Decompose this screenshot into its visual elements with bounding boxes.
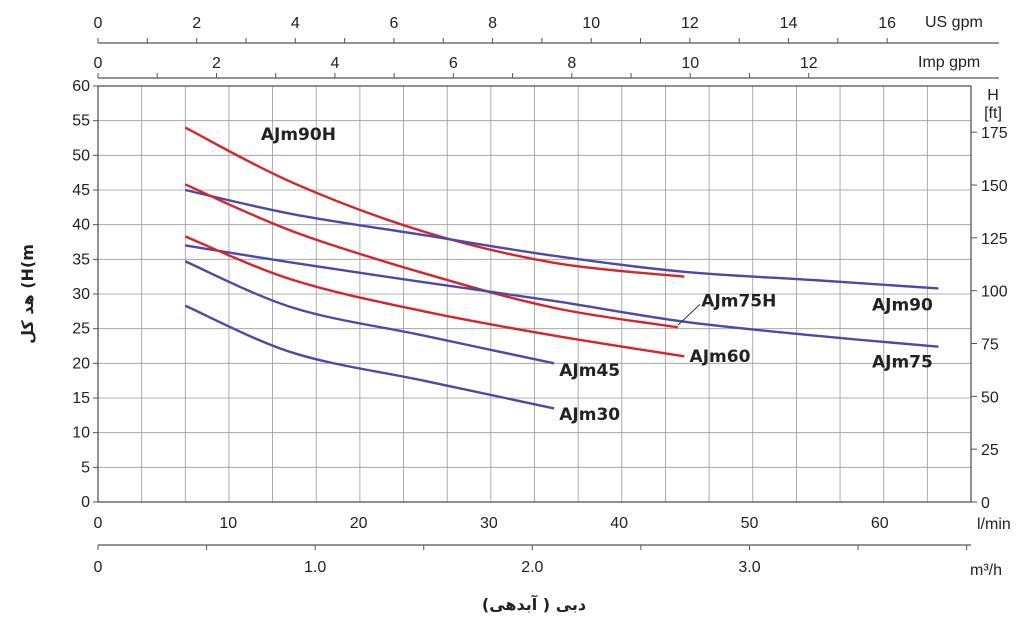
left-tick-label: 50 <box>72 147 90 164</box>
left-tick-label: 30 <box>72 286 90 303</box>
top-tick-label: 2 <box>192 15 201 32</box>
curve-ajm90h <box>184 126 685 278</box>
left-tick-label: 10 <box>72 425 90 442</box>
bottom-tick-label: 50 <box>741 515 759 532</box>
left-tick-label: 45 <box>72 182 90 199</box>
top-tick-label: 8 <box>567 55 576 72</box>
top-axis-imp-gpm: 0 2 4 6 8 10 12 <box>94 55 999 79</box>
top-tick-label: 6 <box>449 55 458 72</box>
right-tick-label: 175 <box>981 125 1008 142</box>
label-ajm75: AJm75 <box>872 352 933 372</box>
m3h-tick-label: 3.0 <box>738 559 760 576</box>
top-tick-label: 4 <box>330 55 339 72</box>
x-axis-label: دبی ( آبدهی) <box>482 594 586 614</box>
left-tick-label: 60 <box>72 78 90 95</box>
m3h-tick-label: 2.0 <box>521 559 543 576</box>
curve-ajm90 <box>185 188 939 290</box>
curve-ajm30 <box>184 304 555 410</box>
y-axis-label: هد کل (H(m <box>18 244 37 344</box>
bottom-tick-label: 0 <box>94 515 103 532</box>
top-tick-label: 12 <box>681 15 699 32</box>
curve-ajm45 <box>184 260 555 365</box>
top-axis-us-gpm: 0 2 4 6 8 10 12 14 16 <box>94 15 999 44</box>
bottom-tick-label: 60 <box>871 515 889 532</box>
right-tick-label: 100 <box>981 284 1008 301</box>
top-tick-label: 10 <box>582 15 600 32</box>
left-tick-label: 55 <box>72 113 90 130</box>
left-tick-label: 35 <box>72 251 90 268</box>
imp-gpm-unit-label: Imp gpm <box>918 54 980 71</box>
label-ajm75h: AJm75H <box>701 291 776 311</box>
top-tick-label: 4 <box>291 15 300 32</box>
bottom-axis-m3h: 0 1.0 2.0 3.0 <box>94 544 971 576</box>
right-tick-label: 150 <box>981 178 1008 195</box>
label-ajm90: AJm90 <box>872 296 933 316</box>
top-tick-label: 12 <box>800 55 818 72</box>
left-tick-label: 25 <box>72 321 90 338</box>
left-tick-label: 15 <box>72 390 90 407</box>
top-tick-label: 14 <box>780 15 798 32</box>
top-tick-label: 2 <box>212 55 221 72</box>
label-ajm30: AJm30 <box>559 405 620 425</box>
right-tick-label: 50 <box>981 389 999 406</box>
left-axis-head-m: 0 5 10 15 20 25 30 35 40 45 50 55 60 <box>72 78 98 511</box>
top-tick-label: 6 <box>389 15 398 32</box>
x-unit-label: l/min <box>977 516 1011 533</box>
bottom-axis-lmin: 0 10 20 30 40 50 60 <box>94 515 889 532</box>
bottom-tick-label: 40 <box>610 515 628 532</box>
top-tick-label: 0 <box>94 55 103 72</box>
bottom-tick-label: 20 <box>350 515 368 532</box>
curve-labels: AJm90H AJm75H AJm90 AJm60 AJm75 AJm45 AJm30 <box>261 125 933 425</box>
leader-line-ajm75h <box>677 304 701 326</box>
m3h-unit-text: m³/h <box>970 562 1002 579</box>
us-gpm-unit-label: US gpm <box>925 14 983 31</box>
label-ajm90h: AJm90H <box>261 125 336 145</box>
left-tick-label: 20 <box>72 355 90 372</box>
right-unit-label-ft: [ft] <box>984 105 1002 122</box>
bottom-tick-label: 10 <box>219 515 237 532</box>
bottom-tick-label: 30 <box>480 515 498 532</box>
label-ajm60: AJm60 <box>690 347 751 367</box>
top-tick-label: 0 <box>94 15 103 32</box>
m3h-unit-label: m³/h <box>970 562 1002 579</box>
performance-curves <box>184 126 939 410</box>
left-tick-label: 0 <box>81 494 90 511</box>
left-tick-label: 40 <box>72 217 90 234</box>
top-tick-label: 10 <box>681 55 699 72</box>
top-tick-label: 16 <box>878 15 896 32</box>
curve-ajm75 <box>185 244 939 348</box>
right-tick-label: 125 <box>981 231 1008 248</box>
label-ajm45: AJm45 <box>559 361 620 381</box>
right-tick-label: 75 <box>981 337 999 354</box>
grid <box>98 86 971 502</box>
curve-ajm75h <box>184 183 679 329</box>
right-tick-label: 0 <box>981 495 990 512</box>
curve-ajm60 <box>184 235 685 358</box>
left-tick-label: 5 <box>81 459 90 476</box>
top-tick-label: 8 <box>488 15 497 32</box>
right-axis-head-ft: 0 25 50 75 100 125 150 175 <box>971 125 1008 512</box>
m3h-tick-label: 1.0 <box>304 559 326 576</box>
m3h-tick-label: 0 <box>94 559 103 576</box>
right-tick-label: 25 <box>981 442 999 459</box>
right-unit-label-h: H <box>987 87 999 104</box>
